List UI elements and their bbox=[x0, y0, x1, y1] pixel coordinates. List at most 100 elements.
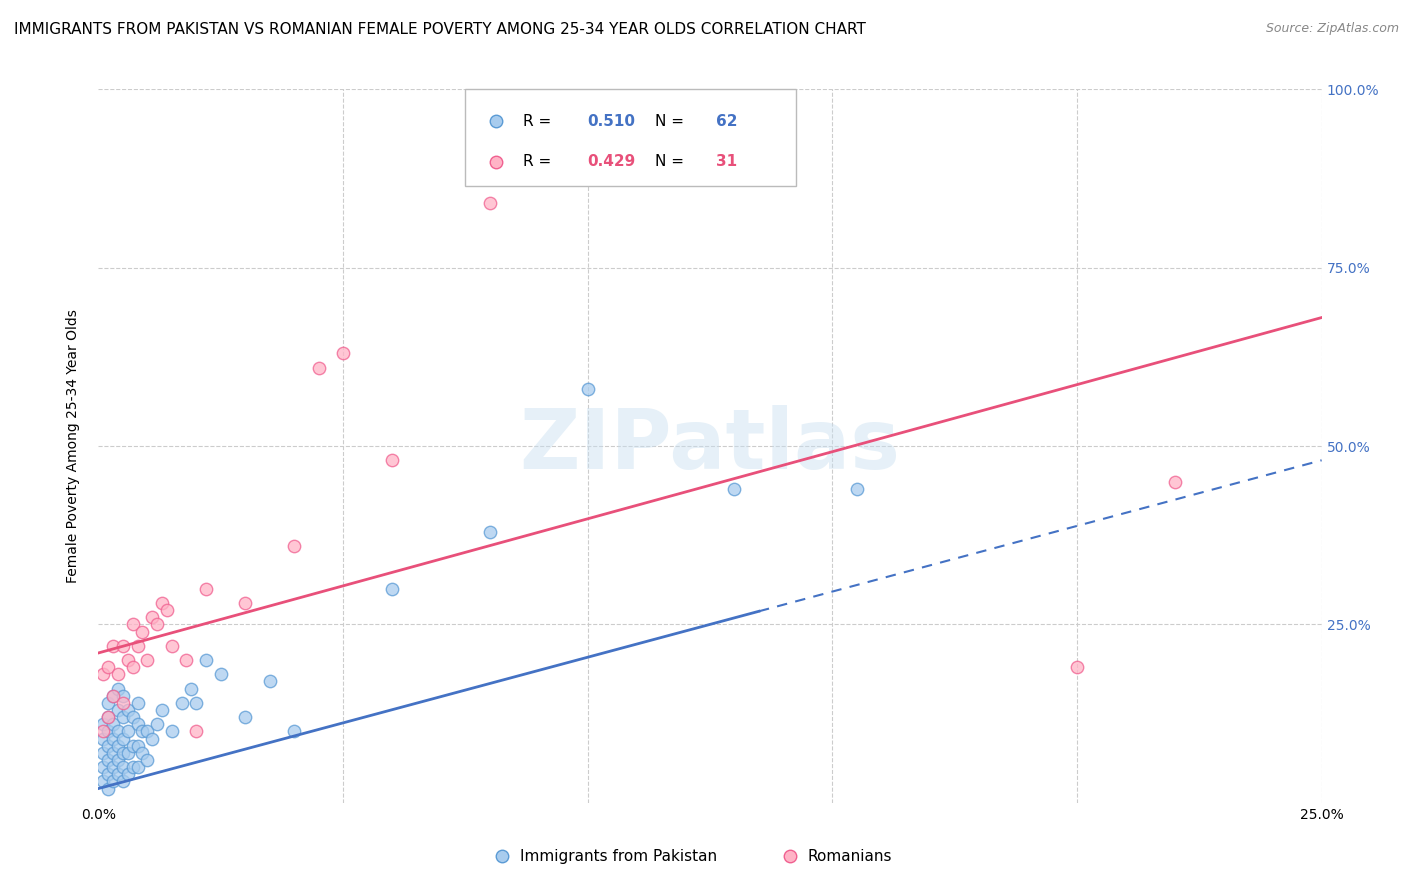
Point bbox=[478, 196, 501, 211]
Point bbox=[101, 774, 124, 789]
Point bbox=[141, 610, 163, 624]
Point bbox=[91, 724, 114, 739]
Point bbox=[283, 539, 305, 553]
Point bbox=[107, 753, 129, 767]
Point bbox=[97, 739, 120, 753]
Point bbox=[259, 674, 281, 689]
Point bbox=[91, 760, 114, 774]
Point bbox=[97, 710, 120, 724]
Text: N =: N = bbox=[655, 154, 689, 169]
Point bbox=[136, 724, 159, 739]
Point bbox=[160, 724, 183, 739]
Point bbox=[121, 760, 143, 774]
Point bbox=[121, 710, 143, 724]
Point bbox=[1066, 660, 1088, 674]
Point bbox=[186, 696, 208, 710]
Point bbox=[101, 689, 124, 703]
Point bbox=[127, 639, 149, 653]
Point bbox=[117, 746, 139, 760]
Text: 0.429: 0.429 bbox=[588, 154, 636, 169]
Point bbox=[141, 731, 163, 746]
Point bbox=[117, 724, 139, 739]
Point bbox=[97, 753, 120, 767]
Point bbox=[101, 689, 124, 703]
Point bbox=[156, 603, 179, 617]
Text: 62: 62 bbox=[716, 114, 738, 128]
Point bbox=[121, 617, 143, 632]
Point bbox=[117, 653, 139, 667]
Point bbox=[91, 731, 114, 746]
Point bbox=[160, 639, 183, 653]
Point bbox=[150, 703, 173, 717]
Point bbox=[136, 653, 159, 667]
Point bbox=[97, 767, 120, 781]
Text: ZIPatlas: ZIPatlas bbox=[520, 406, 900, 486]
Point bbox=[127, 717, 149, 731]
Text: Immigrants from Pakistan: Immigrants from Pakistan bbox=[520, 849, 717, 863]
Point bbox=[170, 696, 193, 710]
Point bbox=[107, 739, 129, 753]
Point bbox=[111, 710, 134, 724]
Text: Romanians: Romanians bbox=[808, 849, 893, 863]
Point bbox=[117, 703, 139, 717]
Point bbox=[91, 746, 114, 760]
Point bbox=[111, 774, 134, 789]
Point bbox=[150, 596, 173, 610]
Point bbox=[195, 653, 218, 667]
Point bbox=[117, 767, 139, 781]
Point bbox=[233, 710, 256, 724]
Point bbox=[723, 482, 745, 496]
Text: IMMIGRANTS FROM PAKISTAN VS ROMANIAN FEMALE POVERTY AMONG 25-34 YEAR OLDS CORREL: IMMIGRANTS FROM PAKISTAN VS ROMANIAN FEM… bbox=[14, 22, 866, 37]
Point bbox=[121, 660, 143, 674]
Point bbox=[111, 760, 134, 774]
Point bbox=[97, 696, 120, 710]
Point bbox=[111, 696, 134, 710]
Point bbox=[308, 360, 330, 375]
Point bbox=[131, 624, 153, 639]
Point bbox=[146, 717, 169, 731]
Point bbox=[186, 724, 208, 739]
Point bbox=[1164, 475, 1187, 489]
Point bbox=[332, 346, 354, 360]
Point bbox=[111, 746, 134, 760]
Text: 0.510: 0.510 bbox=[588, 114, 636, 128]
Text: 31: 31 bbox=[716, 154, 737, 169]
Point bbox=[107, 703, 129, 717]
Text: N =: N = bbox=[655, 114, 689, 128]
Point bbox=[91, 667, 114, 681]
Point bbox=[127, 739, 149, 753]
Point bbox=[136, 753, 159, 767]
Point bbox=[107, 767, 129, 781]
Point bbox=[845, 482, 868, 496]
Point bbox=[111, 731, 134, 746]
Point bbox=[97, 781, 120, 796]
Point bbox=[101, 731, 124, 746]
Point bbox=[127, 760, 149, 774]
Point bbox=[233, 596, 256, 610]
Point bbox=[111, 689, 134, 703]
FancyBboxPatch shape bbox=[465, 89, 796, 186]
Point bbox=[97, 710, 120, 724]
Point bbox=[283, 724, 305, 739]
Point bbox=[478, 524, 501, 539]
Point bbox=[111, 639, 134, 653]
Point bbox=[101, 760, 124, 774]
Point bbox=[176, 653, 198, 667]
Point bbox=[146, 617, 169, 632]
Point bbox=[121, 739, 143, 753]
Point bbox=[107, 681, 129, 696]
Text: R =: R = bbox=[523, 114, 555, 128]
Point bbox=[101, 717, 124, 731]
Point bbox=[97, 660, 120, 674]
Point bbox=[97, 724, 120, 739]
Point bbox=[381, 582, 404, 596]
Point bbox=[381, 453, 404, 467]
Text: Source: ZipAtlas.com: Source: ZipAtlas.com bbox=[1265, 22, 1399, 36]
Point bbox=[101, 639, 124, 653]
Point bbox=[131, 724, 153, 739]
Point bbox=[576, 382, 599, 396]
Point bbox=[180, 681, 202, 696]
Text: R =: R = bbox=[523, 154, 555, 169]
Point bbox=[101, 746, 124, 760]
Point bbox=[127, 696, 149, 710]
